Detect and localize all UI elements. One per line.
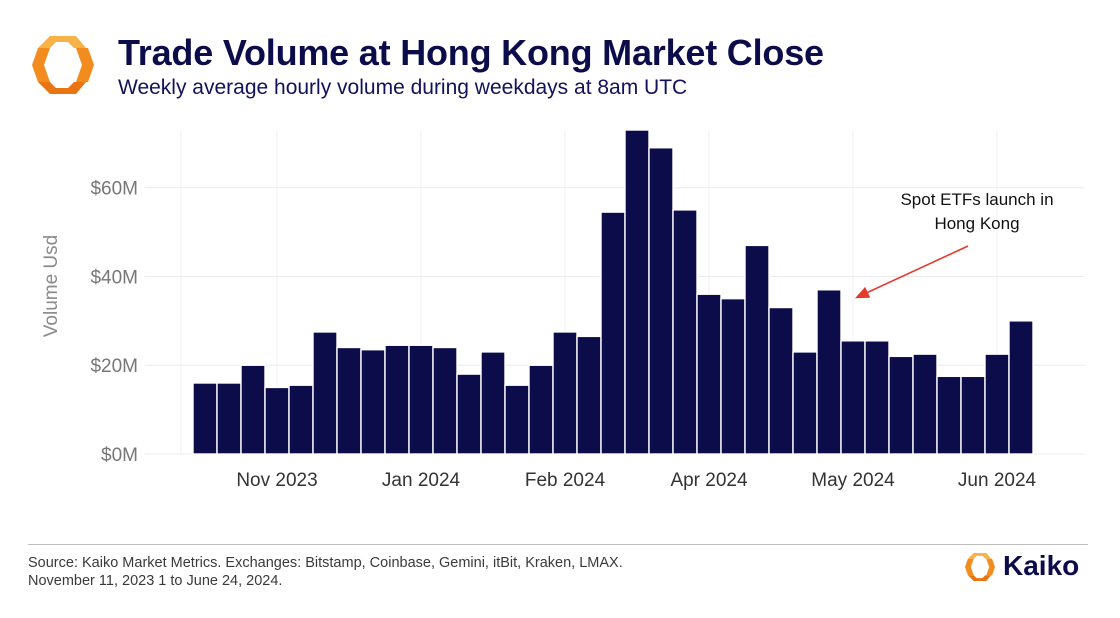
bar-15 xyxy=(552,331,578,455)
y-tick-label: $0M xyxy=(101,445,138,466)
annotation-text-line2: Hong Kong xyxy=(934,214,1019,233)
x-tick-label: Jan 2024 xyxy=(382,470,461,491)
source-line-1: Source: Kaiko Market Metrics. Exchanges:… xyxy=(28,555,623,571)
y-tick-label: $40M xyxy=(90,267,138,288)
bar-13 xyxy=(504,384,530,455)
bar-29 xyxy=(888,355,914,455)
footer-divider xyxy=(28,544,1088,545)
bar-27 xyxy=(840,340,866,455)
kaiko-logo-icon xyxy=(32,36,94,94)
kaiko-wordmark: Kaiko xyxy=(1003,550,1080,581)
bar-20 xyxy=(672,209,698,455)
bar-series xyxy=(192,129,1034,455)
kaiko-brand-logo-icon xyxy=(965,552,995,582)
bar-18 xyxy=(624,129,650,455)
bar-28 xyxy=(864,340,890,455)
bar-31 xyxy=(936,375,962,455)
bar-22 xyxy=(720,297,746,455)
bar-34 xyxy=(1008,320,1034,455)
bar-9 xyxy=(408,344,434,455)
y-axis-ticks: $0M $20M $40M $60M xyxy=(90,179,138,466)
bar-23 xyxy=(744,244,770,455)
bar-12 xyxy=(480,351,506,455)
chart-title: Trade Volume at Hong Kong Market Close xyxy=(118,32,824,73)
bar-11 xyxy=(456,373,482,455)
bar-7 xyxy=(360,348,386,455)
bar-30 xyxy=(912,353,938,455)
x-tick-label: May 2024 xyxy=(811,470,895,491)
bar-6 xyxy=(336,346,362,455)
bar-33 xyxy=(984,353,1010,455)
annotation-text-line1: Spot ETFs launch in xyxy=(900,190,1053,209)
etf-annotation: Spot ETFs launch in Hong Kong xyxy=(855,190,1054,299)
bar-2 xyxy=(240,364,266,455)
bar-chart: $0M $20M $40M $60M Volume Usd Nov 2023 Jan 2… xyxy=(41,129,1085,491)
bar-19 xyxy=(648,147,674,455)
source-line-2: November 11, 2023 1 to June 24, 2024. xyxy=(28,573,283,589)
bar-24 xyxy=(768,306,794,455)
bar-8 xyxy=(384,344,410,455)
bar-3 xyxy=(264,386,290,455)
bar-14 xyxy=(528,364,554,455)
bar-5 xyxy=(312,331,338,455)
annotation-arrow-line xyxy=(867,245,969,294)
bar-4 xyxy=(288,384,314,455)
bar-16 xyxy=(576,335,602,455)
bar-25 xyxy=(792,351,818,455)
x-tick-label: Apr 2024 xyxy=(670,470,748,491)
y-tick-label: $60M xyxy=(90,179,138,200)
x-tick-label: Jun 2024 xyxy=(958,470,1037,491)
bar-21 xyxy=(696,293,722,455)
bar-26 xyxy=(816,289,842,455)
kaiko-brand: Kaiko xyxy=(964,550,1099,586)
x-tick-label: Nov 2023 xyxy=(236,470,317,491)
x-axis-ticks: Nov 2023 Jan 2024 Feb 2024 Apr 2024 May 2024… xyxy=(236,470,1036,491)
chart-subtitle: Weekly average hourly volume during week… xyxy=(118,76,688,99)
y-axis-label: Volume Usd xyxy=(41,235,62,337)
x-tick-label: Feb 2024 xyxy=(525,470,606,491)
bar-10 xyxy=(432,346,458,455)
y-tick-label: $20M xyxy=(90,356,138,377)
bar-0 xyxy=(192,382,218,455)
bar-32 xyxy=(960,375,986,455)
source-note: Source: Kaiko Market Metrics. Exchanges:… xyxy=(28,554,623,590)
bar-17 xyxy=(600,211,626,455)
annotation-arrow-head xyxy=(855,286,871,299)
bar-1 xyxy=(216,382,242,455)
